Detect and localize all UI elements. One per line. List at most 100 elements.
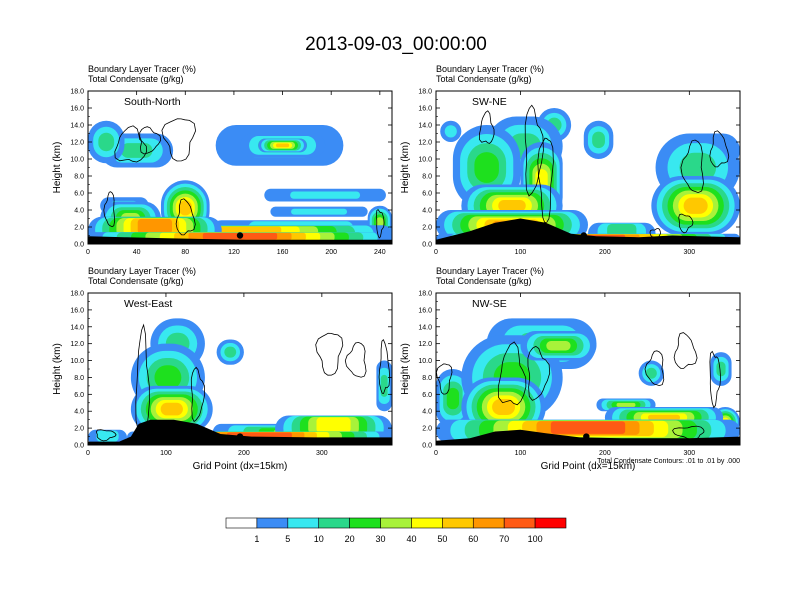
y-tick-label: 8.0 — [422, 174, 432, 181]
field-region-12-level-1 — [444, 125, 457, 138]
colorbar-label: 70 — [499, 534, 509, 544]
y-tick-label: 8.0 — [74, 174, 84, 181]
colorbar-swatch — [256, 517, 289, 529]
contour-line — [139, 126, 162, 155]
plot-title-line2: Total Condensate (g/kg) — [436, 74, 532, 84]
y-tick-label: 6.0 — [74, 392, 84, 399]
x-tick-label: 100 — [160, 450, 172, 457]
field-region-6-level-6 — [647, 414, 681, 421]
location-marker — [583, 433, 590, 440]
y-axis-label: Height (km) — [400, 142, 411, 194]
y-tick-label: 0.0 — [74, 443, 84, 450]
contour-line — [673, 332, 698, 369]
colorbar: 1 5 10 20 30 40 50 60 70 100 — [225, 517, 567, 544]
terrain — [88, 419, 392, 445]
field-region-7-level-2 — [224, 346, 237, 358]
field-region-8-level-2 — [380, 374, 388, 397]
contour-line — [161, 118, 197, 162]
field-region-0-level-1 — [96, 430, 119, 442]
contour-line — [175, 198, 196, 236]
colorbar-swatch — [380, 517, 412, 529]
x-tick-label: 300 — [683, 450, 695, 457]
y-tick-label: 14.0 — [418, 324, 432, 331]
field-region-12-level-1 — [290, 191, 361, 199]
y-tick-label: 4.0 — [422, 208, 432, 215]
contour-line — [537, 137, 554, 223]
contour-line — [375, 209, 385, 239]
y-tick-label: 18.0 — [70, 89, 84, 96]
field-region-13-level-1 — [291, 208, 348, 215]
y-tick-label: 10.0 — [70, 358, 84, 365]
panel-label: South-North — [124, 96, 181, 108]
y-tick-label: 2.0 — [74, 426, 84, 433]
x-axis-label: Grid Point (dx=15km) — [541, 461, 636, 472]
y-tick-label: 4.0 — [74, 409, 84, 416]
tracer-field — [436, 318, 740, 443]
y-tick-label: 14.0 — [418, 123, 432, 130]
x-tick-label: 120 — [228, 249, 240, 256]
y-tick-label: 8.0 — [422, 375, 432, 382]
contour-line — [497, 341, 527, 406]
field-region-2-level-6 — [498, 199, 526, 212]
y-tick-label: 18.0 — [70, 291, 84, 298]
x-tick-label: 0 — [434, 249, 438, 256]
colorbar-label: 100 — [528, 534, 543, 544]
x-tick-label: 200 — [325, 249, 337, 256]
y-tick-label: 0.0 — [422, 242, 432, 249]
location-marker — [236, 232, 244, 239]
field-region-7-level-6 — [683, 197, 708, 214]
colorbar-label: 30 — [376, 534, 386, 544]
colorbar-label: 10 — [314, 534, 324, 544]
x-tick-label: 0 — [86, 450, 90, 457]
colorbar-swatch — [225, 517, 258, 529]
x-tick-label: 100 — [515, 450, 527, 457]
y-tick-label: 2.0 — [422, 426, 432, 433]
field-region-4-level-3 — [474, 152, 499, 183]
field-region-5-level-3 — [446, 387, 460, 410]
y-tick-label: 12.0 — [70, 341, 84, 348]
y-tick-label: 4.0 — [74, 208, 84, 215]
panel-top-left: Boundary Layer Tracer (%)Total Condensat… — [52, 64, 393, 256]
y-tick-label: 6.0 — [74, 191, 84, 198]
y-tick-label: 18.0 — [418, 89, 432, 96]
contour-line — [190, 366, 206, 423]
x-tick-label: 300 — [316, 450, 328, 457]
x-tick-label: 100 — [515, 249, 527, 256]
field-region-1-level-6 — [492, 398, 516, 416]
colorbar-swatch — [349, 517, 381, 529]
colorbar-swatch — [318, 517, 350, 529]
plot-title-line1: Boundary Layer Tracer (%) — [436, 64, 544, 74]
location-marker — [580, 232, 587, 239]
plot-title-line2: Total Condensate (g/kg) — [88, 276, 184, 286]
panel-label: West-East — [124, 298, 172, 310]
contour-line — [344, 341, 367, 378]
y-tick-label: 0.0 — [74, 242, 84, 249]
panels: Boundary Layer Tracer (%)Total Condensat… — [52, 64, 741, 472]
x-tick-label: 160 — [277, 249, 289, 256]
field-region-8-level-2 — [120, 143, 153, 158]
x-tick-label: 0 — [434, 450, 438, 457]
colorbar-label: 50 — [437, 534, 447, 544]
contour-line — [709, 130, 730, 168]
field-region-10-level-2 — [716, 361, 726, 377]
y-tick-label: 10.0 — [418, 157, 432, 164]
terrain — [436, 429, 740, 445]
y-tick-label: 16.0 — [70, 307, 84, 314]
contour-line — [680, 139, 704, 194]
figure-title: 2013-09-03_00:00:00 — [305, 34, 487, 55]
y-tick-label: 16.0 — [418, 307, 432, 314]
plot-title-line1: Boundary Layer Tracer (%) — [88, 64, 196, 74]
colorbar-swatch — [442, 517, 474, 529]
condensate-contours — [95, 323, 391, 442]
y-tick-label: 10.0 — [70, 157, 84, 164]
x-tick-label: 300 — [683, 249, 695, 256]
x-tick-label: 80 — [181, 249, 189, 256]
colorbar-label: 60 — [468, 534, 478, 544]
field-region-4-level-4 — [546, 341, 571, 351]
terrain — [436, 218, 740, 244]
y-tick-label: 6.0 — [422, 191, 432, 198]
colorbar-swatch — [411, 517, 443, 529]
field-region-9-level-2 — [645, 367, 657, 379]
y-axis-label: Height (km) — [52, 343, 63, 395]
y-tick-label: 12.0 — [418, 341, 432, 348]
